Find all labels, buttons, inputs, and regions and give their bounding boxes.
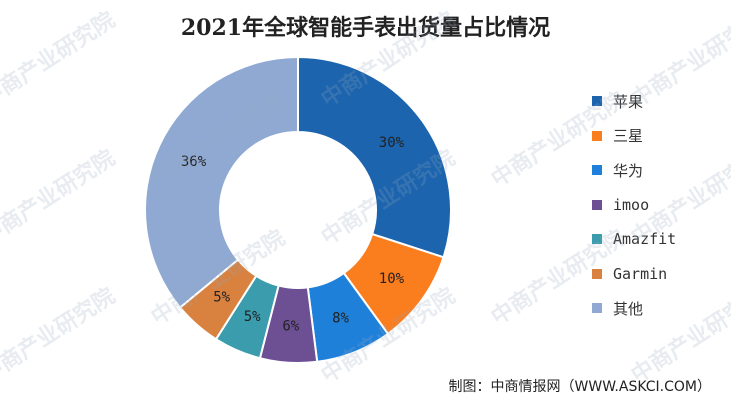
slice-label-3: 8% bbox=[332, 310, 349, 326]
legend-label: 华为 bbox=[613, 161, 644, 180]
slice-label-1: 30% bbox=[379, 135, 405, 151]
legend-label: Garmin bbox=[613, 264, 668, 283]
chart-title: 2021年全球智能手表出货量占比情况 bbox=[180, 15, 551, 41]
legend-item-2: 三星 bbox=[592, 119, 722, 154]
slice-label-4: 6% bbox=[282, 318, 299, 334]
slice-label-7: 36% bbox=[181, 154, 207, 170]
legend-label: 其他 bbox=[613, 299, 644, 318]
legend-swatch bbox=[592, 268, 602, 279]
legend-label: 苹果 bbox=[613, 92, 644, 111]
donut-slice-1 bbox=[297, 55, 452, 259]
legend-swatch bbox=[592, 165, 602, 176]
donut-slice-7 bbox=[144, 55, 299, 309]
legend-label: imoo bbox=[613, 195, 650, 214]
slice-label-2: 10% bbox=[379, 271, 405, 287]
legend: 苹果 三星 华为 imoo Amazfit Garmin 其他 bbox=[592, 84, 722, 326]
legend-swatch bbox=[592, 303, 602, 314]
legend-item-6: Garmin bbox=[592, 257, 722, 292]
source-note: 制图：中商情报网（WWW.ASKCI.COM） bbox=[448, 379, 711, 395]
legend-label: Amazfit bbox=[613, 230, 677, 249]
legend-item-1: 苹果 bbox=[592, 84, 722, 119]
legend-swatch bbox=[592, 130, 602, 141]
legend-item-3: 华为 bbox=[592, 153, 722, 188]
legend-swatch bbox=[592, 96, 602, 107]
slice-label-6: 5% bbox=[213, 290, 230, 306]
slice-label-5: 5% bbox=[244, 309, 261, 325]
legend-item-5: Amazfit bbox=[592, 222, 722, 257]
legend-item-7: 其他 bbox=[592, 291, 722, 326]
legend-label: 三星 bbox=[613, 127, 644, 146]
legend-swatch bbox=[592, 199, 602, 210]
legend-swatch bbox=[592, 234, 602, 245]
legend-item-4: imoo bbox=[592, 188, 722, 223]
